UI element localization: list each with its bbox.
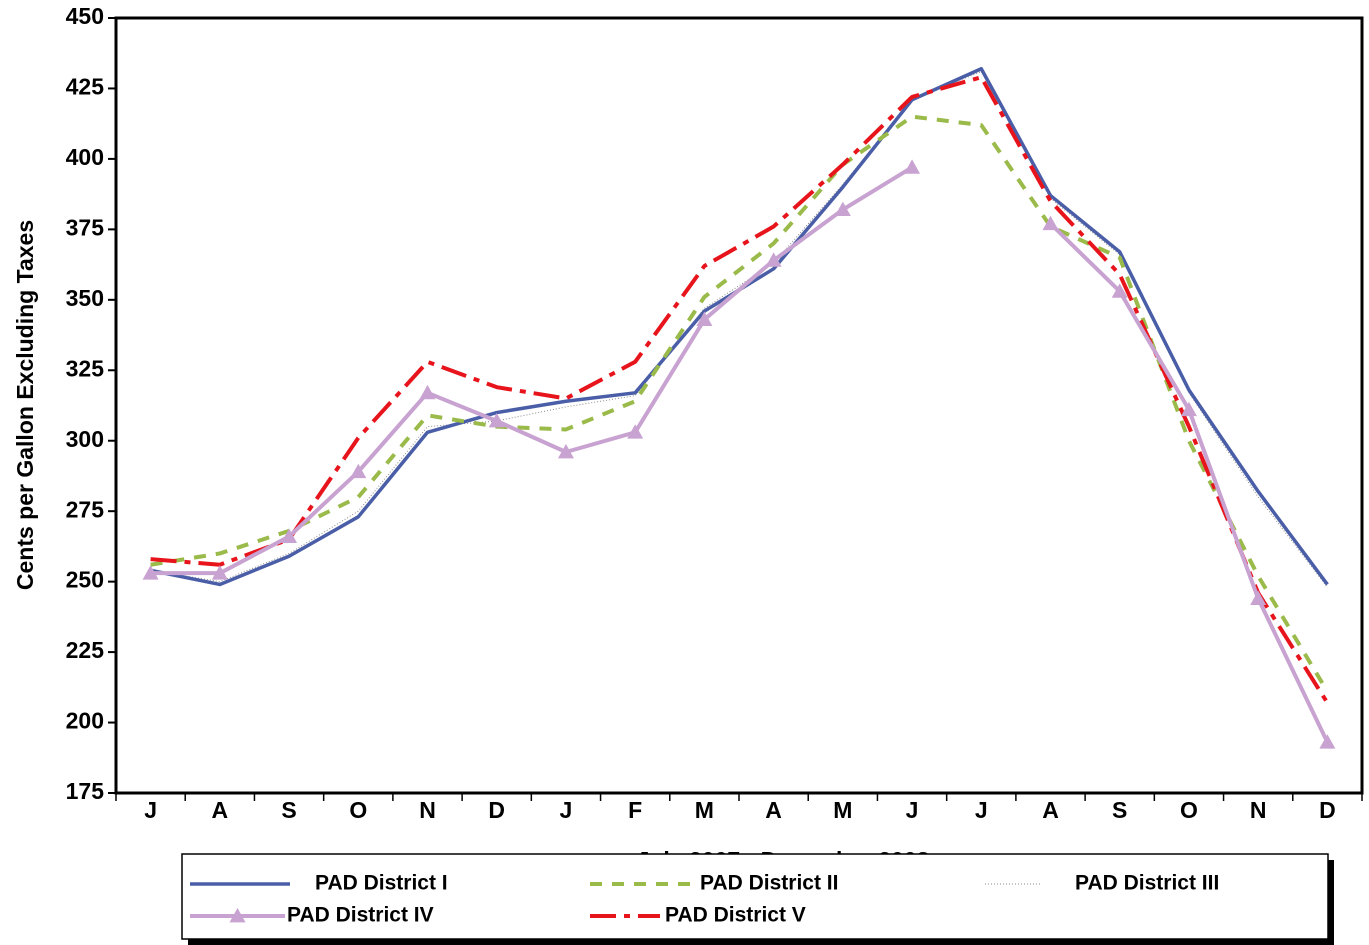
marker xyxy=(627,424,644,439)
legend-label: PAD District II xyxy=(700,872,838,895)
y-tick-label: 400 xyxy=(66,144,104,170)
legend-marker xyxy=(229,908,246,923)
marker xyxy=(1042,215,1059,231)
marker xyxy=(1319,734,1336,749)
x-tick-label: A xyxy=(1042,797,1059,823)
y-tick-label: 350 xyxy=(66,285,104,311)
y-tick-label: 250 xyxy=(66,567,104,593)
marker xyxy=(488,413,505,428)
marker xyxy=(1250,590,1267,605)
marker xyxy=(1111,283,1128,298)
marker xyxy=(142,565,159,580)
x-tick-label: S xyxy=(281,797,296,823)
series-line xyxy=(150,165,1330,744)
legend-label: PAD District IV xyxy=(287,904,434,927)
series-line xyxy=(150,66,1329,587)
marker xyxy=(1180,401,1197,417)
x-tick-label: S xyxy=(1112,797,1127,823)
x-tick-label: O xyxy=(349,797,367,823)
x-tick-label: O xyxy=(1180,797,1198,823)
x-tick-label: N xyxy=(1250,797,1267,823)
y-tick-label: 425 xyxy=(66,74,105,100)
marker xyxy=(419,384,436,400)
legend xyxy=(181,853,1329,940)
marker xyxy=(696,311,713,326)
y-tick-label: 275 xyxy=(66,496,105,522)
y-tick-label: 325 xyxy=(66,355,105,381)
x-tick-label: J xyxy=(560,797,573,823)
x-tick-label: D xyxy=(1319,797,1336,823)
marker xyxy=(281,528,298,543)
x-tick-label: J xyxy=(144,797,157,823)
y-tick-label: 175 xyxy=(66,778,105,804)
marker xyxy=(834,201,851,217)
x-tick-label: J xyxy=(975,797,988,823)
series-line xyxy=(150,75,1330,704)
y-tick-label: 300 xyxy=(66,426,104,452)
marker xyxy=(904,159,921,174)
x-tick-label: M xyxy=(833,797,852,823)
x-tick-label: A xyxy=(212,797,229,823)
series-line xyxy=(150,114,1330,693)
marker xyxy=(557,444,574,459)
y-tick-label: 375 xyxy=(66,214,105,240)
y-tick-label: 200 xyxy=(66,708,104,734)
series-line xyxy=(150,71,1328,588)
marker xyxy=(765,252,782,267)
x-tick-label: A xyxy=(765,797,782,823)
x-tick-label: N xyxy=(419,797,436,823)
y-axis-title: Cents per Gallon Excluding Taxes xyxy=(12,220,38,590)
y-tick-label: 450 xyxy=(66,3,104,29)
x-tick-label: M xyxy=(695,797,714,823)
x-tick-label: J xyxy=(906,797,919,823)
marker xyxy=(211,565,228,580)
legend-label: PAD District III xyxy=(1075,872,1219,895)
x-tick-label: F xyxy=(628,797,642,823)
y-tick-label: 225 xyxy=(66,637,105,663)
legend-label: PAD District I xyxy=(315,872,448,895)
x-tick-label: D xyxy=(488,797,505,823)
legend-label: PAD District V xyxy=(665,904,806,927)
marker xyxy=(350,463,367,479)
